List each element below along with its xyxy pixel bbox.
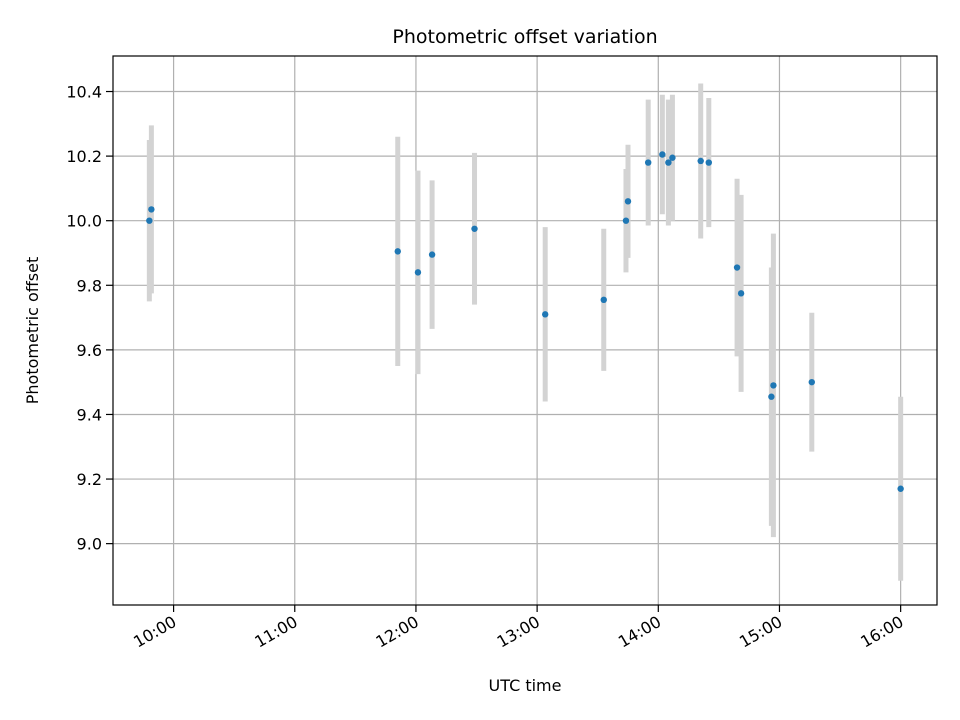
- y-tick-label: 10.4: [66, 83, 102, 102]
- data-point: [148, 206, 155, 213]
- y-tick-label: 9.2: [77, 470, 102, 489]
- data-point: [768, 393, 775, 400]
- x-axis-label: UTC time: [489, 676, 562, 695]
- data-point: [733, 264, 741, 271]
- data-point: [414, 269, 422, 276]
- data-point: [644, 159, 652, 166]
- data-point: [541, 311, 549, 318]
- data-point: [471, 225, 478, 232]
- data-point: [600, 296, 607, 304]
- data-point: [669, 154, 676, 161]
- data-point: [697, 157, 704, 165]
- y-tick-label: 9.6: [77, 341, 102, 360]
- data-point: [808, 378, 815, 386]
- data-point: [394, 248, 401, 255]
- y-tick-label: 9.8: [77, 276, 102, 295]
- y-tick-label: 9.0: [77, 535, 102, 554]
- data-point: [705, 159, 712, 166]
- chart-title: Photometric offset variation: [392, 26, 657, 48]
- data-point: [146, 217, 153, 224]
- data-point: [897, 485, 904, 492]
- grid-lines: [113, 56, 937, 605]
- y-tick-label: 10.0: [66, 212, 102, 231]
- data-point: [659, 151, 666, 158]
- data-point: [770, 382, 777, 389]
- y-tick-label: 9.4: [77, 405, 102, 424]
- y-axis-label: Photometric offset: [23, 257, 42, 405]
- data-point: [737, 290, 745, 297]
- data-point: [665, 159, 672, 166]
- data-point: [428, 251, 436, 258]
- y-tick-label: 10.2: [66, 147, 102, 166]
- data-points: [146, 151, 904, 492]
- data-point: [624, 198, 632, 205]
- data-point: [622, 217, 630, 224]
- plot-frame: [112, 55, 938, 606]
